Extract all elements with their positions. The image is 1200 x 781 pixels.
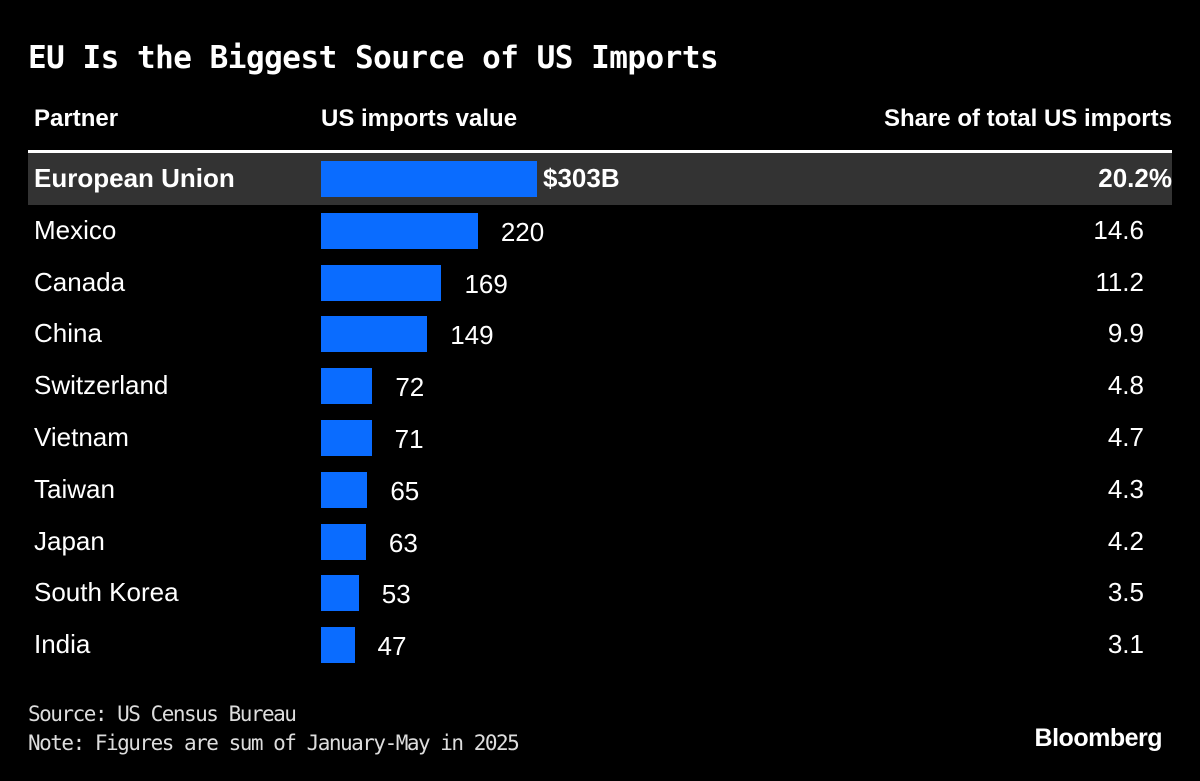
- partner-name: Canada: [34, 266, 126, 297]
- chart-title: EU Is the Biggest Source of US Imports: [28, 40, 719, 76]
- bar: [321, 161, 537, 197]
- bar: [321, 420, 372, 456]
- bar: [321, 627, 355, 664]
- share-value: 3.1: [1107, 629, 1144, 660]
- share-value: 3.5: [1107, 577, 1144, 608]
- column-header-imports: US imports value: [321, 105, 518, 132]
- share-value: 4.8: [1107, 370, 1144, 401]
- source-note: Source: US Census Bureau: [28, 702, 297, 726]
- column-header-share: Share of total US imports: [883, 105, 1172, 132]
- bar: [321, 368, 373, 405]
- share-value: 20.2%: [1098, 163, 1172, 193]
- bloomberg-logo: Bloomberg: [1034, 724, 1163, 752]
- value-label: 149: [450, 320, 494, 351]
- value-label: 220: [500, 216, 545, 247]
- table-row: European Union $303B 20.2%: [28, 153, 1172, 205]
- bar: [321, 523, 366, 560]
- partner-name: Mexico: [34, 214, 117, 245]
- value-label: 53: [381, 579, 411, 610]
- bar: [321, 264, 442, 301]
- share-value: 4.3: [1107, 473, 1144, 504]
- bar: [321, 212, 478, 249]
- table-row: Taiwan 65 4.3: [28, 464, 1172, 516]
- value-label: 71: [394, 424, 424, 454]
- bar: [321, 575, 359, 612]
- value-label: $303B: [543, 163, 620, 193]
- partner-name: Switzerland: [34, 370, 169, 401]
- column-header-partner: Partner: [34, 105, 119, 132]
- value-label: 63: [388, 527, 418, 558]
- share-value: 4.2: [1107, 525, 1144, 556]
- table-row: Japan 63 4.2: [28, 516, 1172, 568]
- partner-name: Vietnam: [34, 422, 129, 452]
- table-row: Vietnam 71 4.7: [28, 412, 1172, 464]
- bar: [321, 471, 368, 508]
- table-row: Mexico 220 14.6: [28, 205, 1172, 257]
- value-label: 72: [395, 372, 425, 403]
- share-value: 11.2: [1095, 266, 1144, 297]
- share-value: 14.6: [1093, 214, 1144, 245]
- partner-name: India: [34, 629, 91, 660]
- footnote: Note: Figures are sum of January-May in …: [28, 731, 520, 755]
- value-label: 47: [377, 631, 407, 662]
- bar: [321, 316, 428, 353]
- header-divider: [28, 150, 1172, 153]
- value-label: 65: [390, 475, 420, 506]
- share-value: 4.7: [1107, 422, 1144, 452]
- table-row: Canada 169 11.2: [28, 257, 1172, 309]
- partner-name: European Union: [34, 163, 235, 193]
- share-value: 9.9: [1107, 318, 1144, 349]
- partner-name: Japan: [34, 525, 105, 556]
- partner-name: Taiwan: [34, 473, 115, 504]
- partner-name: South Korea: [34, 577, 179, 608]
- partner-name: China: [34, 318, 102, 349]
- table-row: China 149 9.9: [28, 308, 1172, 360]
- table-row: India 47 3.1: [28, 619, 1172, 671]
- table-row: Switzerland 72 4.8: [28, 360, 1172, 412]
- value-label: 169: [464, 268, 508, 299]
- table-row: South Korea 53 3.5: [28, 567, 1172, 619]
